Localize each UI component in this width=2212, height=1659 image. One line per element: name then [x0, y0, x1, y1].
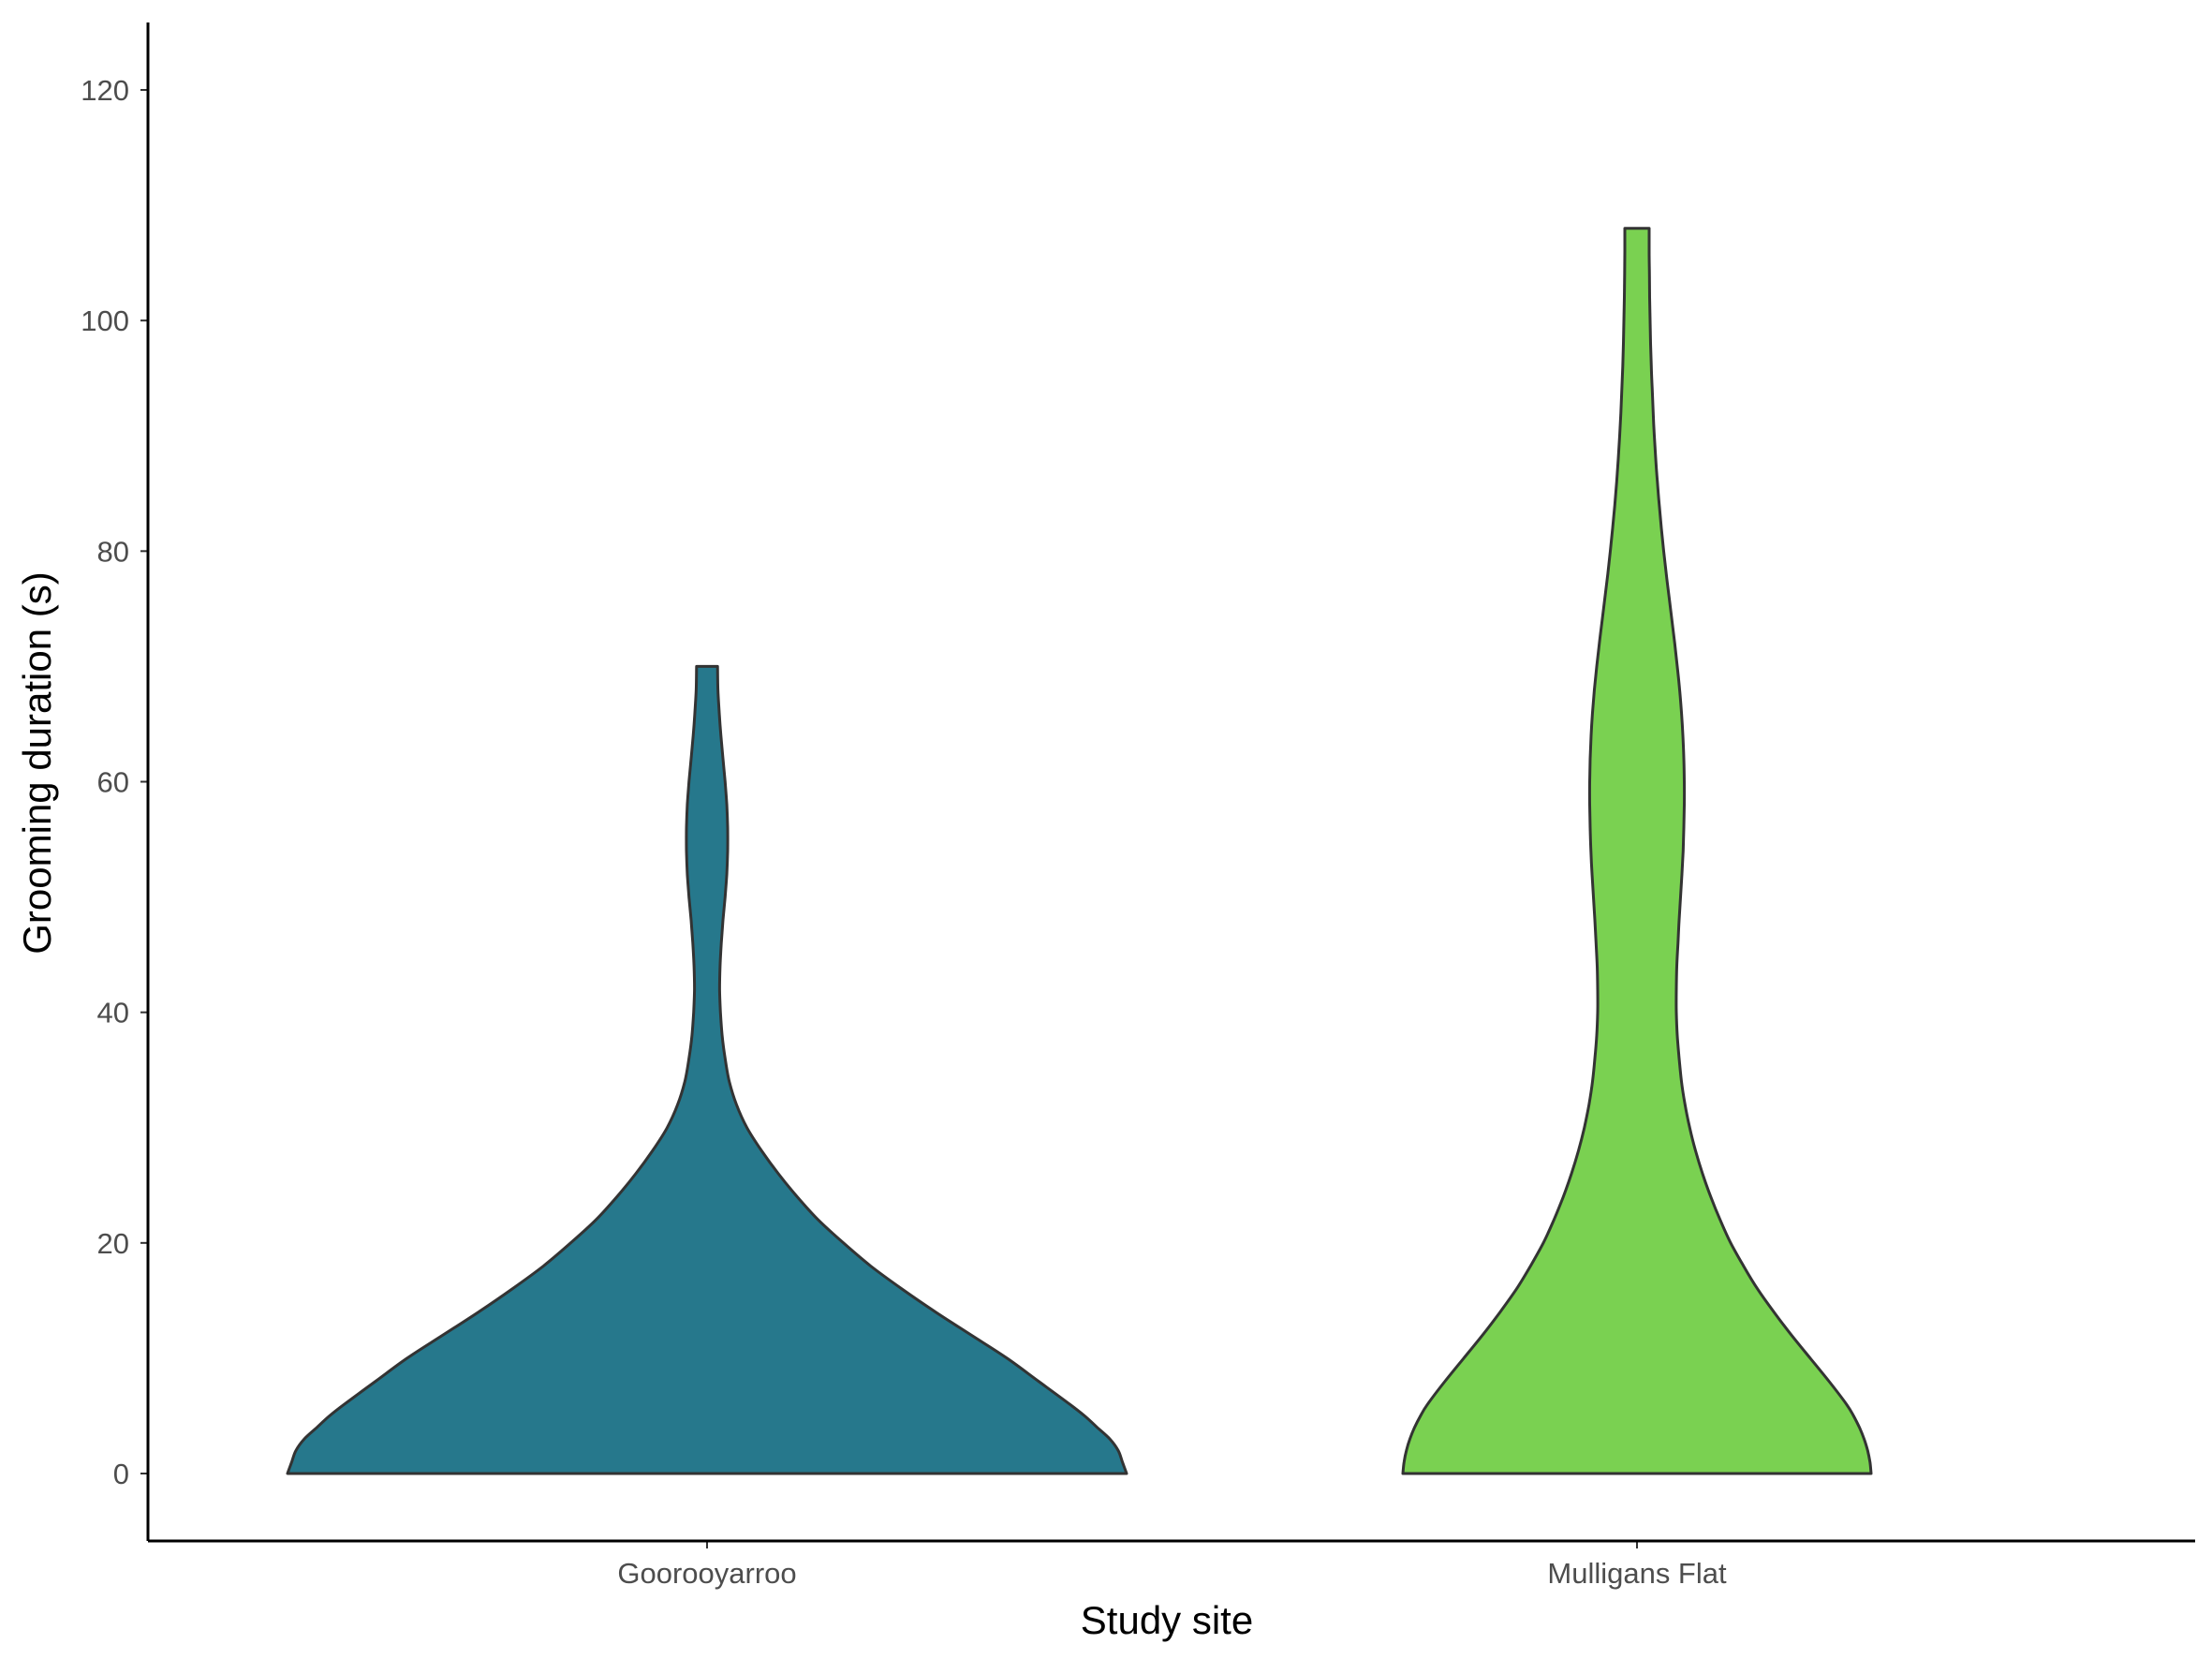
y-tick-label: 80	[97, 535, 129, 568]
y-tick-label: 20	[97, 1227, 129, 1260]
violin-layer	[286, 227, 1873, 1475]
violin-goorooyarroo	[286, 664, 1128, 1475]
x-tick-label: Goorooyarroo	[617, 1557, 796, 1590]
y-tick-label: 100	[81, 304, 129, 337]
violin-mulligans-flat	[1401, 227, 1873, 1475]
x-tick-label: Mulligans Flat	[1547, 1557, 1727, 1590]
y-axis-title: Grooming duration (s)	[15, 571, 59, 955]
y-tick-label: 0	[113, 1458, 129, 1490]
x-axis-ticks: Goorooyarroo Mulligans Flat	[617, 1541, 1727, 1590]
y-axis-ticks: 0 20 40 60 80 100 120	[81, 74, 148, 1490]
y-tick-label: 60	[97, 766, 129, 799]
y-tick-label: 120	[81, 74, 129, 107]
x-axis-title: Study site	[1081, 1598, 1253, 1642]
y-tick-label: 40	[97, 997, 129, 1029]
